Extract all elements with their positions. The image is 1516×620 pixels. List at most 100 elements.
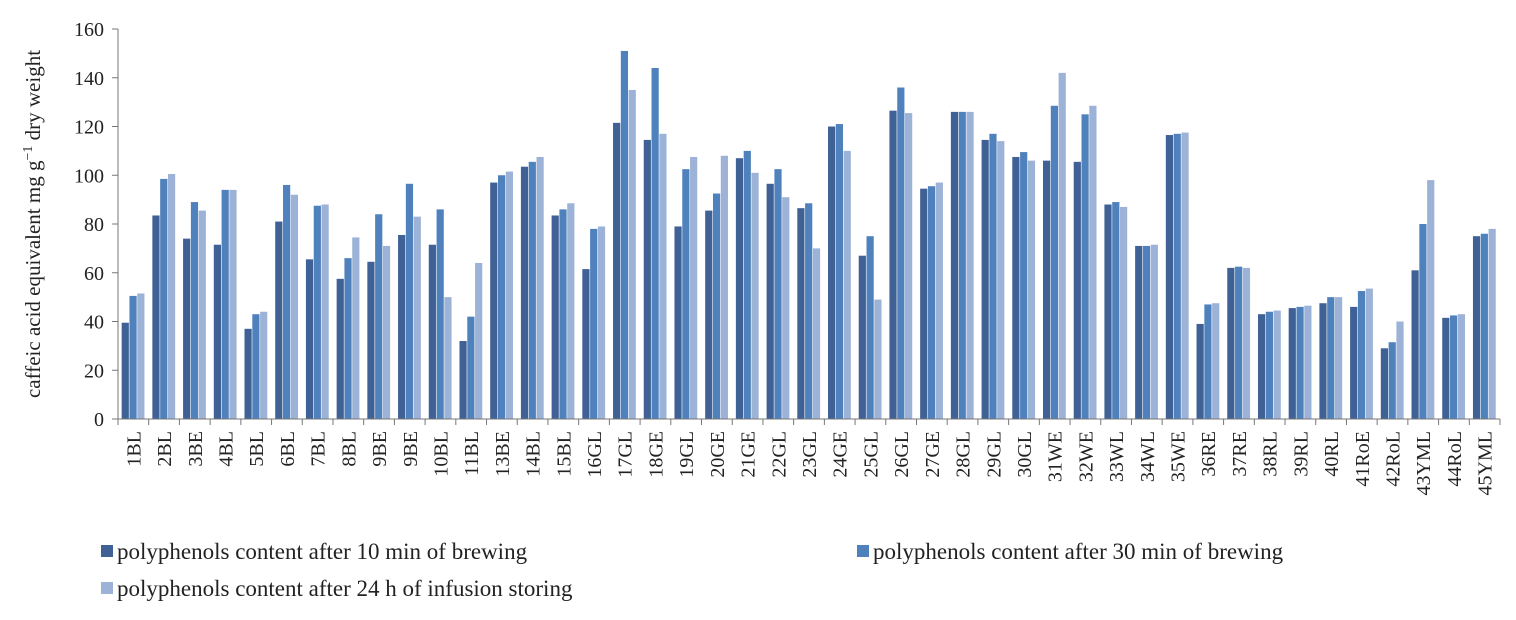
y-tick-label: 160 [74,19,104,41]
x-tick-label: 1BL [123,431,145,467]
y-axis-label-tail: dry weight [21,50,45,146]
x-tick-label: 18GE [645,431,667,478]
bar-10min-23GL [797,208,805,419]
bar-24h-6BL [290,194,299,419]
bar-30min-6BL [283,185,291,419]
bar-30min-25GL [866,236,874,419]
bar-24h-4BL [229,189,237,420]
bar-24h-24GE [843,150,851,420]
bar-10min-7BL [305,259,314,419]
x-tick-label: 30GL [1014,431,1036,478]
bar-10min-26GL [889,110,897,419]
bar-30min-11BL [467,316,475,420]
bar-30min-8BL [344,258,352,420]
bar-30min-36RE [1204,304,1212,419]
bar-30min-1BL [129,295,137,419]
x-tick-label: 5BL [246,431,268,467]
x-tick-label: 6BL [277,431,299,467]
bar-30min-23GL [805,203,813,419]
bar-10min-10BL [428,244,436,419]
x-tick-label: 35WE [1168,431,1190,482]
y-axis-label-sup: −1 [21,146,36,161]
bar-10min-33WL [1104,204,1112,419]
x-tick-label: 20GE [707,431,729,478]
bar-24h-30GL [1027,160,1036,420]
bar-24h-27GE [935,182,943,419]
bar-10min-35WE [1165,135,1174,419]
legend-label-10min: polyphenols content after 10 min of brew… [117,539,528,564]
y-axis-label: caffeic acid equivalent mg g−1 dry weigh… [21,50,45,398]
bar-30min-24GE [835,124,844,419]
x-tick-label: 8BL [338,431,360,467]
x-tick-label: 2BL [154,431,176,467]
bar-24h-28GL [966,111,974,420]
bar-24h-41RoE [1365,288,1373,419]
bar-24h-16GL [597,226,606,419]
x-tick-label: 31WE [1045,431,1067,482]
bar-30min-33WL [1112,202,1120,419]
bar-24h-11BL [475,263,483,419]
bar-24h-32WE [1089,105,1097,419]
bar-24h-42RoL [1396,321,1404,419]
bar-24h-9BE [413,216,421,419]
bar-30min-31WE [1050,105,1058,419]
y-tick-label: 120 [74,117,104,139]
x-tick-label: 11BL [461,431,483,476]
legend-swatch-24h [101,582,113,594]
bar-30min-26GL [897,87,905,419]
x-tick-label: 10BL [430,431,452,477]
bar-30min-13BE [497,175,506,419]
bar-10min-38RL [1257,314,1266,419]
bar-30min-19GL [682,169,690,419]
legend-label-30min: polyphenols content after 30 min of brew… [873,539,1284,564]
bar-10min-19GL [674,226,682,419]
bar-30min-28GL [958,111,966,420]
bar-30min-37RE [1235,266,1243,419]
bar-30min-9BE [375,214,383,419]
bar-10min-21GE [735,158,744,419]
bar-24h-44RoL [1457,314,1466,419]
bar-10min-8BL [336,278,344,419]
x-tick-label: 27GE [922,431,944,478]
bar-24h-20GE [720,155,728,419]
x-tick-label: 15BL [553,431,575,477]
bar-24h-7BL [321,204,329,419]
x-tick-label: 41RoE [1352,431,1374,487]
bar-24h-40RL [1334,297,1343,420]
bar-24h-10BL [444,297,452,420]
bar-30min-16GL [590,228,598,420]
bar-30min-35WE [1173,133,1181,419]
y-axis: 0 20 40 60 80 100 120 140 160 [74,19,119,431]
bars [121,50,1496,420]
bar-24h-43YML [1427,180,1435,419]
bar-24h-1BL [137,293,145,419]
y-tick-label: 80 [84,214,104,236]
bar-24h-17GL [628,89,636,419]
bar-30min-27GE [927,186,936,419]
x-tick-label: 19GL [676,431,698,478]
x-tick-label: 4BL [215,431,237,467]
bar-24h-13BE [505,171,513,419]
bar-30min-3BE [190,202,199,419]
bar-30min-29GL [989,133,997,419]
bar-24h-21GE [751,172,759,419]
x-tick-label: 33WL [1106,431,1128,482]
bar-10min-30GL [1012,156,1020,419]
bar-10min-37RE [1227,267,1235,420]
x-tick-label: 9BE [400,431,422,467]
bar-10min-25GL [858,255,866,419]
bar-24h-18GE [659,133,667,419]
x-tick-label: 13BE [492,431,514,477]
bar-10min-11BL [459,341,467,419]
bar-10min-1BL [121,322,129,419]
x-tick-label: 25GL [860,431,882,478]
bar-24h-25GL [874,299,882,419]
bar-30min-30GL [1020,152,1028,419]
bar-24h-15BL [567,203,575,419]
bar-30min-10BL [436,209,444,420]
bar-10min-34WL [1135,245,1143,419]
x-tick-label: 44RoL [1444,431,1466,487]
bar-10min-24GE [828,126,836,419]
x-tick-label: 7BL [308,431,330,467]
